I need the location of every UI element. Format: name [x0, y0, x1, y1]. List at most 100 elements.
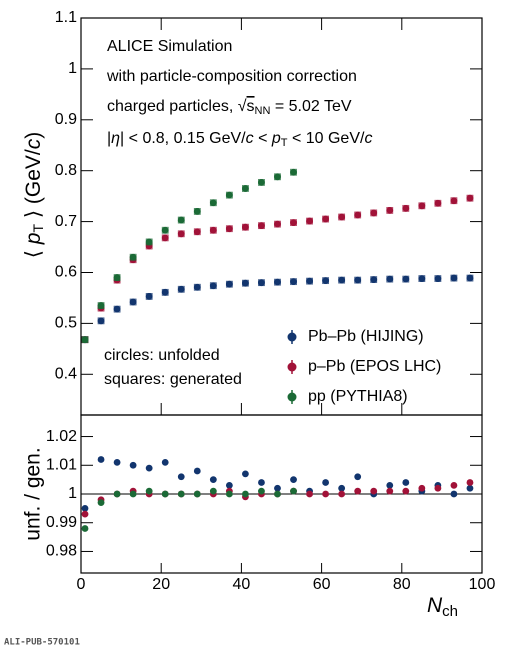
- annotation-part: NN: [255, 105, 271, 117]
- point: [161, 226, 169, 234]
- point: [338, 484, 346, 492]
- generated-marker: [258, 279, 265, 287]
- point: [145, 464, 153, 472]
- x-tick-label: 20: [152, 576, 170, 593]
- point: [225, 225, 233, 233]
- point: [274, 484, 281, 492]
- y-title-part: ): [22, 132, 45, 139]
- x-axis-title: Nch: [427, 594, 458, 620]
- point: [177, 230, 185, 238]
- x-tick-label: 100: [469, 576, 496, 593]
- y-tick-label: 0.8: [55, 162, 77, 179]
- point: [466, 484, 474, 492]
- point: [306, 217, 313, 225]
- y-tick-label: 1.02: [46, 428, 77, 445]
- annotation-part: = 5.02 TeV: [270, 98, 351, 115]
- generated-marker: [225, 225, 233, 233]
- series: [81, 168, 297, 344]
- point: [322, 277, 330, 285]
- point: [386, 481, 394, 489]
- annotation-part: T: [281, 137, 288, 149]
- point: [177, 490, 185, 498]
- point: [81, 504, 89, 512]
- annotation-part: < 10 GeV/: [288, 130, 365, 147]
- generated-marker: [177, 285, 185, 293]
- annotation-part: p: [271, 130, 281, 147]
- point: [81, 525, 89, 532]
- generated-marker: [370, 209, 378, 217]
- point: [161, 490, 169, 498]
- point: [225, 280, 233, 288]
- annotation-part: ALICE Simulation: [107, 38, 232, 55]
- point: [418, 484, 426, 492]
- point: [370, 276, 378, 284]
- point: [113, 490, 121, 498]
- generated-marker: [97, 317, 105, 325]
- point: [274, 490, 281, 498]
- annotation-part: |: [107, 130, 111, 147]
- generated-marker: [242, 185, 249, 192]
- point: [290, 476, 297, 484]
- x-title-part: ch: [442, 603, 458, 620]
- point: [354, 211, 362, 219]
- annotation: with particle-composition correction: [106, 68, 357, 85]
- point: [145, 487, 153, 495]
- generated-marker: [354, 276, 362, 284]
- point: [274, 173, 281, 181]
- point: [306, 490, 313, 498]
- point: [450, 481, 458, 489]
- point: [193, 467, 201, 475]
- point: [434, 275, 442, 282]
- annotation-part: √: [238, 98, 247, 115]
- point: [466, 274, 474, 282]
- point: [97, 456, 105, 463]
- point: [113, 274, 121, 281]
- generated-marker: [434, 275, 442, 282]
- point: [418, 275, 426, 282]
- point: [97, 317, 105, 325]
- point: [177, 216, 185, 224]
- point: [322, 490, 330, 498]
- generated-marker: [306, 217, 313, 225]
- generated-marker: [209, 282, 217, 290]
- generated-marker: [274, 220, 281, 228]
- point: [258, 479, 265, 486]
- point: [370, 487, 378, 495]
- point: [290, 487, 297, 495]
- point: [290, 168, 297, 176]
- generated-marker: [290, 168, 297, 176]
- point: [225, 191, 233, 199]
- generated-marker: [418, 202, 426, 210]
- generated-marker: [402, 204, 410, 212]
- annotation-part: circles: unfolded: [104, 347, 220, 364]
- generated-marker: [97, 302, 105, 309]
- point: [209, 226, 217, 234]
- y-tick-label: 0.9: [55, 111, 77, 128]
- y-tick-label: 1: [68, 485, 77, 502]
- legend-marker: [287, 392, 297, 402]
- point: [161, 459, 169, 466]
- y-title-part: ⟩ (GeV/: [22, 149, 45, 224]
- y-tick-label: 0.6: [55, 264, 77, 281]
- point: [242, 490, 249, 498]
- generated-marker: [306, 277, 313, 285]
- point: [434, 199, 442, 207]
- generated-marker: [450, 197, 458, 205]
- point: [81, 510, 89, 518]
- y-axis-title: unf. / gen.: [22, 447, 45, 540]
- point: [113, 305, 121, 313]
- point: [434, 484, 442, 492]
- x-title-part: N: [427, 594, 443, 617]
- generated-marker: [193, 283, 201, 291]
- generated-marker: [322, 277, 330, 285]
- y-tick-label: 0.98: [46, 543, 77, 560]
- generated-marker: [113, 274, 121, 281]
- point: [338, 276, 346, 284]
- series: [81, 274, 474, 344]
- generated-marker: [129, 298, 137, 306]
- point: [450, 197, 458, 205]
- legend-label: p–Pb (EPOS LHC): [308, 358, 441, 375]
- point: [402, 204, 410, 212]
- generated-marker: [370, 276, 378, 284]
